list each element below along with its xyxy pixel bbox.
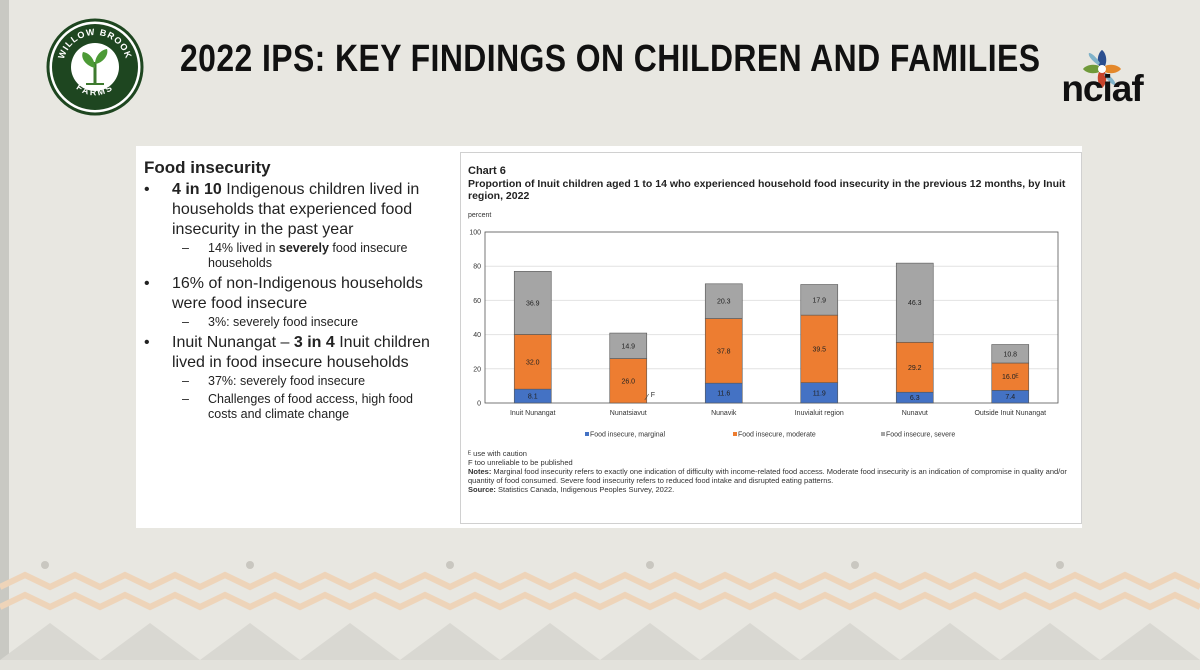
bullet-item: • Inuit Nunangat – 3 in 4 Inuit children …	[144, 333, 434, 373]
bullet-text: Inuit children lived in food insecure ho…	[172, 334, 430, 371]
data-label: 26.0	[621, 378, 635, 385]
bullet-text: 37%: severely food insecure	[208, 374, 366, 388]
sub-bullet-item: – 14% lived in severely food insecure hou…	[144, 241, 434, 271]
x-tick-label: Nunavik	[711, 410, 737, 417]
data-label: 36.9	[526, 300, 540, 307]
bar-segment	[704, 283, 743, 319]
chart-title: Proportion of Inuit children aged 1 to 1…	[468, 178, 1066, 202]
bullet-text: Inuit Nunangat –	[172, 334, 294, 351]
data-label: 17.9	[812, 297, 826, 304]
notes-text: Marginal food insecurity refers to exact…	[468, 467, 1067, 485]
bar-segment	[895, 262, 934, 343]
sub-bullet-dash: –	[182, 392, 189, 406]
nciaf-logo-text: nciaf	[1061, 68, 1143, 109]
sprout-icon	[82, 49, 108, 85]
legend-swatch	[585, 432, 589, 436]
y-tick-label: 20	[473, 366, 481, 373]
stacked-bar-chart: percent 0 20 40 60 80 100 8.1 32.0 36.9 Inuit Nuna…	[468, 212, 1059, 439]
emphasis-text: 4 in 10	[172, 181, 222, 198]
notes-label: Notes:	[468, 467, 492, 476]
page-title: 2022 IPS: KEY FINDINGS ON CHILDREN AND F…	[180, 38, 1041, 80]
bullet-item: • 4 in 10 Indigenous children lived in ho…	[144, 180, 434, 240]
emphasis-text: severely	[278, 241, 329, 255]
bar-segment	[991, 344, 1030, 364]
bullet-dot: •	[144, 181, 150, 198]
willow-brook-farms-logo: WILLOW BROOK FARMS	[46, 18, 144, 116]
bar-segment	[513, 334, 552, 390]
bar-segment	[895, 341, 934, 393]
bullet-text: 14% lived in	[208, 241, 279, 255]
y-tick-label: 40	[473, 332, 481, 339]
sub-bullet-item: – 37%: severely food insecure	[144, 374, 434, 389]
data-label: 8.1	[528, 394, 538, 401]
data-label: 20.3	[717, 299, 731, 306]
data-label: 6.3	[910, 395, 920, 402]
decorative-zigzag-pattern	[0, 561, 1200, 670]
x-tick-label: Inuit Nunangat	[510, 410, 556, 417]
bullet-list: Food insecurity • 4 in 10 Indigenous chil…	[144, 158, 434, 425]
y-axis-label: percent	[468, 212, 491, 219]
x-tick-label: Inuvialuit region	[795, 410, 844, 417]
chart-panel: Chart 6 Proportion of Inuit children age…	[460, 152, 1082, 524]
emphasis-text: 3 in 4	[293, 334, 335, 351]
sub-bullet-dash: –	[182, 241, 189, 255]
bar-segment	[513, 271, 552, 335]
source-text: Statistics Canada, Indigenous Peoples Su…	[495, 485, 675, 494]
chart-notes: ᴱ use with caution F too unreliable to b…	[468, 449, 1068, 494]
bar-segment	[609, 358, 648, 404]
y-tick-label: 0	[477, 401, 481, 408]
annotation-label: F	[651, 392, 655, 399]
y-tick-label: 60	[473, 298, 481, 305]
y-tick-label: 80	[473, 264, 481, 271]
bullet-text: Challenges of food access, high food cos…	[208, 392, 413, 421]
chart-label: Chart 6	[468, 165, 506, 177]
data-label: 10.8	[1003, 351, 1017, 358]
bullet-text: 16% of non-Indigenous households were fo…	[172, 275, 423, 312]
plot-frame	[484, 231, 1059, 404]
data-label: 14.9	[621, 343, 635, 350]
bullet-dot: •	[144, 275, 150, 292]
note-caution: ᴱ use with caution	[468, 449, 527, 458]
legend-label: Food insecure, moderate	[738, 432, 816, 439]
note-source: Source: Statistics Canada, Indigenous Pe…	[468, 485, 1068, 494]
legend-swatch	[733, 432, 737, 436]
data-label: 11.6	[717, 391, 730, 398]
bullet-dot: •	[144, 334, 150, 351]
legend-swatch	[881, 432, 885, 436]
bar-segment	[800, 314, 839, 383]
data-label: 32.0	[526, 359, 540, 366]
bullet-item: • 16% of non-Indigenous households were f…	[144, 274, 434, 314]
legend-label: Food insecure, marginal	[590, 432, 666, 439]
bullet-text: 3%: severely food insecure	[208, 315, 359, 329]
data-label: 11.9	[813, 390, 826, 397]
annotation-leader	[644, 393, 649, 401]
sub-bullet-item: – 3%: severely food insecure	[144, 315, 434, 330]
legend-label: Food insecure, severe	[886, 432, 955, 439]
sub-bullet-dash: –	[182, 315, 189, 329]
left-edge-bar	[0, 0, 9, 670]
data-label: 46.3	[908, 300, 922, 307]
sub-bullet-dash: –	[182, 374, 189, 388]
data-label: 37.8	[717, 348, 731, 355]
nciaf-logo-mark	[1083, 50, 1121, 88]
note-definitions: Notes: Marginal food insecurity refers t…	[468, 467, 1068, 485]
bullets-heading: Food insecurity	[144, 158, 271, 177]
bar-segment	[704, 318, 743, 384]
note-unreliable: F too unreliable to be published	[468, 458, 573, 467]
bar-segment	[609, 332, 648, 359]
bar-segment	[800, 284, 839, 316]
source-label: Source:	[468, 485, 496, 494]
y-tick-label: 100	[469, 230, 481, 237]
bar-segment	[991, 362, 1030, 391]
data-label: 7.4	[1005, 394, 1015, 401]
data-label: 29.2	[908, 365, 922, 372]
data-label: 39.5	[812, 346, 826, 353]
sub-bullet-item: – Challenges of food access, high food co…	[144, 392, 434, 422]
bullet-text: food insecure households	[208, 241, 408, 270]
data-label: 16.0ᴱ	[1002, 374, 1019, 381]
x-tick-label: Nunatsiavut	[610, 410, 647, 417]
bullet-text: Indigenous children lived in households …	[172, 181, 420, 238]
x-tick-label: Outside Inuit Nunangat	[974, 410, 1046, 417]
x-tick-label: Nunavut	[902, 410, 928, 417]
